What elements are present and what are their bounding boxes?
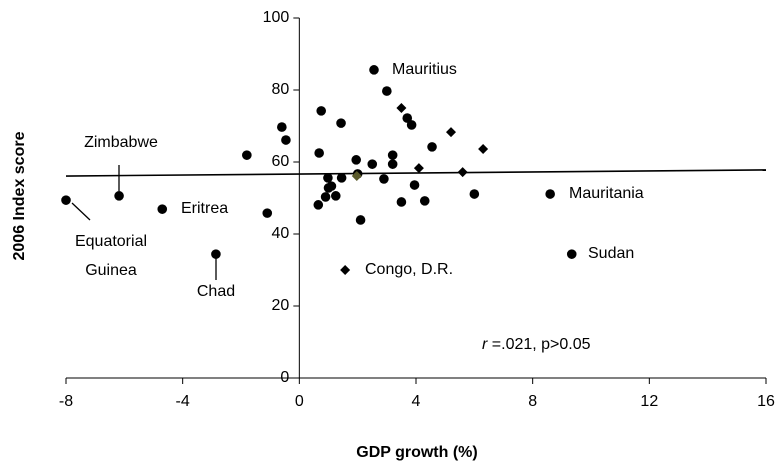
y-tick-label: 100 [263,9,290,26]
point [323,183,334,193]
point [545,189,555,199]
annotation: Congo, D.R. [365,261,453,278]
point [406,120,417,130]
point [469,189,480,199]
point [320,192,331,202]
point-diamond [396,103,407,113]
y-tick-label: 60 [272,153,290,170]
annotation: Chad [197,283,235,300]
x-tick-label: -8 [59,393,73,410]
point [336,173,347,183]
point [262,208,273,218]
y-axis-title: 2006 Index score [11,131,28,260]
annotation: Zimbabwe [84,134,158,151]
point [402,113,413,123]
point [330,191,341,201]
point [351,155,362,165]
x-tick-label: 4 [412,393,421,410]
point [367,159,378,169]
annotation: Guinea [85,262,137,279]
stat-label: r =.021, p>0.05 [482,336,591,353]
x-tick-label: -4 [176,393,190,410]
point [114,191,124,201]
point [566,249,577,259]
x-tick-label: 8 [528,393,537,410]
point [336,118,346,128]
annotation: Mauritania [569,185,644,202]
point [427,142,437,152]
point [396,197,407,207]
stat-symbol: r [482,336,488,353]
point-diamond [457,167,468,178]
annotation: Sudan [588,245,634,262]
y-tick-label: 80 [272,81,290,98]
annotation: Eritrea [181,200,228,217]
point [242,150,252,160]
point [379,174,389,184]
point [387,159,398,169]
point [316,106,327,116]
point [355,215,366,225]
x-axis-title: GDP growth (%) [356,444,477,461]
leader-line [71,202,91,221]
annotation: Mauritius [392,61,457,78]
point-diamond [351,171,362,182]
point [369,65,379,75]
point [211,249,221,259]
point-diamond [446,127,456,138]
x-tick-label: 12 [640,393,658,410]
x-tick-label: 0 [295,393,304,410]
point-diamond [478,144,489,155]
point [323,173,333,183]
annotation: Equatorial [75,233,147,250]
point [277,122,287,132]
point [61,195,71,205]
point [313,200,324,210]
point [387,150,398,160]
y-tick-label: 20 [272,297,290,314]
y-tick-label: 0 [280,369,289,386]
y-tick-label: 40 [272,225,290,242]
point [157,204,168,214]
point [314,148,324,158]
point-diamond [413,163,424,174]
point-diamond [340,265,351,275]
trend-line [65,169,767,177]
stat-text: =.021, p>0.05 [487,336,590,353]
x-tick-label: 16 [757,393,775,410]
point [382,86,392,96]
point [419,196,430,206]
point [281,135,291,145]
point [409,180,420,190]
